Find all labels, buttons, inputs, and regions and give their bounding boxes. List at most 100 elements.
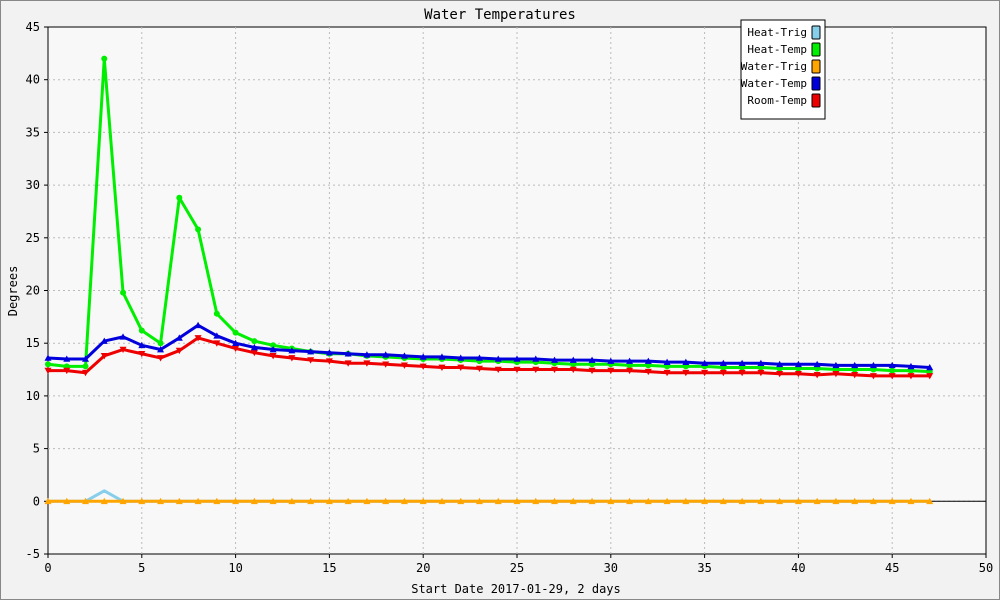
data-point [626,497,634,505]
grid [47,26,987,555]
data-point [400,352,408,359]
data-point [738,497,746,505]
data-point [400,362,408,369]
data-point [663,358,671,365]
data-point [438,353,446,360]
data-point [438,364,446,371]
data-point [157,355,165,362]
data-point [813,372,821,379]
y-tick-label: -5 [26,547,40,561]
legend-label: Heat-Temp [747,43,807,56]
legend-box [740,19,826,120]
data-point [513,355,521,362]
series-line [47,323,930,369]
series-room-temp [44,335,934,380]
data-point [100,353,108,360]
data-point [719,359,727,367]
data-point [644,497,652,505]
data-point [138,327,145,334]
data-point [325,358,333,365]
data-point [644,368,652,376]
data-point [157,346,165,353]
data-point [719,369,727,377]
legend-swatch [811,42,821,57]
data-point [663,369,671,377]
data-point [138,497,146,505]
data-point [776,497,784,505]
data-point [888,497,896,505]
x-tick-label: 15 [322,561,336,575]
data-point [213,340,221,347]
data-point [63,497,71,505]
data-point [382,361,390,368]
x-axis-label: Start Date 2017-01-29, 2 days [411,582,621,596]
data-point [738,369,746,377]
y-tick-label: 10 [26,389,40,403]
data-point [475,365,483,372]
data-point [307,497,315,505]
data-point [475,497,483,505]
data-point [232,329,239,336]
y-tick-label: 0 [33,494,40,508]
data-point [269,346,277,353]
data-point [250,349,258,357]
legend-label: Room-Temp [747,94,807,107]
data-point [869,361,877,369]
data-point [532,497,540,505]
data-point [175,334,183,341]
chart-title: Water Temperatures [424,7,576,23]
data-point [532,355,540,362]
data-point [569,366,577,374]
data-point [288,497,296,505]
x-tick-label: 10 [228,561,242,575]
data-point [776,370,784,378]
data-point [738,359,746,367]
data-point [851,372,859,379]
data-point [757,359,765,367]
series-line [47,57,930,374]
x-tick-label: 0 [44,561,51,575]
data-point [794,360,802,368]
data-point [588,497,596,505]
data-point [832,497,840,505]
data-point [607,357,615,364]
data-point [813,360,821,368]
data-point [813,497,821,505]
y-tick-label: 5 [33,442,40,456]
x-tick-label: 40 [791,561,805,575]
data-point [138,341,146,349]
data-point [232,497,240,505]
data-point [344,497,352,505]
data-point [157,340,164,347]
data-point [213,332,221,339]
data-point [851,497,859,505]
data-point [82,363,89,370]
data-point [363,360,371,367]
series-line [48,336,930,378]
data-point [176,194,183,201]
data-point [851,361,859,369]
data-point [325,497,333,505]
data-point [213,497,221,505]
data-point [551,356,559,363]
x-tick-label: 5 [138,561,145,575]
data-point [663,497,671,505]
data-point [494,366,502,374]
series-group [44,55,934,505]
data-point [232,345,240,352]
data-point [701,359,709,367]
data-point [44,354,52,361]
data-point [926,497,934,505]
data-point [494,355,502,362]
data-point [494,497,502,505]
data-point [400,497,408,505]
data-point [195,226,202,233]
data-point [888,361,896,369]
data-point [44,497,52,505]
data-point [175,347,183,355]
data-point [701,369,709,377]
data-point [119,346,127,354]
data-point [120,289,127,296]
data-point [363,351,371,358]
